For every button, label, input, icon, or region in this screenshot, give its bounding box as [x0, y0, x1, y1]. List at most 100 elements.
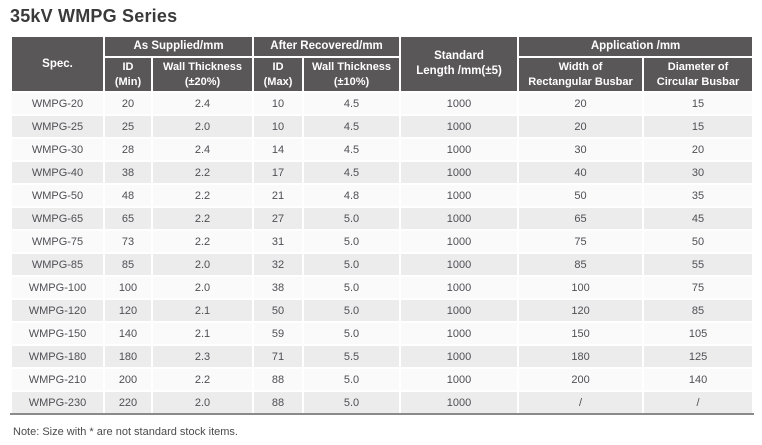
cell-id-max: 10 [252, 114, 305, 138]
cell-spec: WMPG-25 [10, 114, 105, 138]
table-row: WMPG-50 48 2.2 21 4.8 1000 50 35 [10, 183, 755, 207]
cell-wt10: 5.0 [302, 206, 402, 230]
cell-length: 1000 [399, 183, 520, 207]
cell-id-max: 17 [252, 160, 305, 184]
cell-width-rect: 20 [517, 91, 645, 115]
table-row: WMPG-150 140 2.1 59 5.0 1000 150 105 [10, 321, 755, 345]
cell-wt20: 2.0 [150, 252, 255, 276]
table-row: WMPG-40 38 2.2 17 4.5 1000 40 30 [10, 160, 755, 184]
cell-wt20: 2.0 [150, 390, 255, 415]
footnote: Note: Size with * are not standard stock… [13, 426, 238, 438]
cell-diam-circ: 85 [642, 298, 755, 322]
cell-diam-circ: 125 [642, 344, 755, 368]
table-row: WMPG-85 85 2.0 32 5.0 1000 85 55 [10, 252, 755, 276]
cell-id-min: 200 [103, 367, 153, 391]
cell-length: 1000 [399, 229, 520, 253]
table-row: WMPG-25 25 2.0 10 4.5 1000 20 15 [10, 114, 755, 138]
cell-id-min: 120 [103, 298, 153, 322]
cell-wt20: 2.4 [150, 137, 255, 161]
cell-width-rect: 200 [517, 367, 645, 391]
cell-length: 1000 [399, 252, 520, 276]
cell-id-max: 32 [252, 252, 305, 276]
cell-width-rect: 150 [517, 321, 645, 345]
cell-width-rect: 20 [517, 114, 645, 138]
cell-width-rect: 100 [517, 275, 645, 299]
col-header-after-recovered: After Recovered/mm [252, 35, 402, 58]
cell-diam-circ: 30 [642, 160, 755, 184]
cell-width-rect: 40 [517, 160, 645, 184]
cell-id-max: 50 [252, 298, 305, 322]
cell-id-min: 25 [103, 114, 153, 138]
cell-wt20: 2.2 [150, 183, 255, 207]
cell-length: 1000 [399, 114, 520, 138]
page-title: 35kV WMPG Series [10, 6, 178, 26]
cell-spec: WMPG-20 [10, 91, 105, 115]
cell-id-min: 48 [103, 183, 153, 207]
table-row: WMPG-30 28 2.4 14 4.5 1000 30 20 [10, 137, 755, 161]
cell-wt10: 5.0 [302, 321, 402, 345]
cell-width-rect: 65 [517, 206, 645, 230]
cell-length: 1000 [399, 275, 520, 299]
cell-id-max: 31 [252, 229, 305, 253]
col-header-application: Application /mm [517, 35, 755, 58]
cell-id-max: 71 [252, 344, 305, 368]
cell-id-min: 73 [103, 229, 153, 253]
spec-table-container: Spec. As Supplied/mm After Recovered/mm … [10, 35, 755, 415]
cell-width-rect: 120 [517, 298, 645, 322]
table-row: WMPG-75 73 2.2 31 5.0 1000 75 50 [10, 229, 755, 253]
col-header-id-min: ID (Min) [103, 56, 153, 93]
cell-width-rect: 50 [517, 183, 645, 207]
cell-id-min: 140 [103, 321, 153, 345]
col-header-id-max: ID (Max) [252, 56, 305, 93]
cell-length: 1000 [399, 91, 520, 115]
standard-length-line1: Standard [434, 50, 484, 63]
cell-width-rect: 75 [517, 229, 645, 253]
table-row: WMPG-20 20 2.4 10 4.5 1000 20 15 [10, 91, 755, 115]
cell-wt20: 2.1 [150, 298, 255, 322]
cell-wt10: 5.0 [302, 390, 402, 415]
cell-length: 1000 [399, 298, 520, 322]
cell-wt20: 2.0 [150, 114, 255, 138]
cell-wt20: 2.1 [150, 321, 255, 345]
cell-wt10: 5.5 [302, 344, 402, 368]
cell-length: 1000 [399, 206, 520, 230]
cell-wt20: 2.2 [150, 160, 255, 184]
table-row: WMPG-100 100 2.0 38 5.0 1000 100 75 [10, 275, 755, 299]
col-header-diameter-circular-busbar: Diameter of Circular Busbar [642, 56, 755, 93]
cell-spec: WMPG-120 [10, 298, 105, 322]
cell-id-min: 100 [103, 275, 153, 299]
cell-spec: WMPG-100 [10, 275, 105, 299]
col-header-spec: Spec. [10, 35, 105, 93]
cell-spec: WMPG-230 [10, 390, 105, 415]
table-row: WMPG-65 65 2.2 27 5.0 1000 65 45 [10, 206, 755, 230]
col-header-as-supplied: As Supplied/mm [102, 35, 255, 58]
cell-wt10: 5.0 [302, 229, 402, 253]
col-header-width-rectangular-busbar: Width of Rectangular Busbar [517, 56, 645, 93]
cell-wt10: 4.5 [302, 114, 402, 138]
cell-length: 1000 [399, 321, 520, 345]
spec-table: Spec. As Supplied/mm After Recovered/mm … [10, 35, 755, 415]
cell-diam-circ: 75 [642, 275, 755, 299]
cell-diam-circ: 45 [642, 206, 755, 230]
cell-spec: WMPG-40 [10, 160, 105, 184]
cell-spec: WMPG-85 [10, 252, 105, 276]
cell-wt10: 5.0 [302, 252, 402, 276]
cell-width-rect: 30 [517, 137, 645, 161]
cell-diam-circ: 105 [642, 321, 755, 345]
cell-wt20: 2.2 [150, 229, 255, 253]
cell-id-min: 38 [103, 160, 153, 184]
cell-length: 1000 [399, 367, 520, 391]
cell-wt20: 2.2 [150, 206, 255, 230]
cell-id-max: 14 [252, 137, 305, 161]
cell-diam-circ: 15 [642, 114, 755, 138]
cell-spec: WMPG-65 [10, 206, 105, 230]
cell-id-min: 20 [103, 91, 153, 115]
col-header-standard-length: Standard Length /mm(±5) [399, 35, 520, 93]
cell-id-min: 85 [103, 252, 153, 276]
table-row: WMPG-180 180 2.3 71 5.5 1000 180 125 [10, 344, 755, 368]
cell-spec: WMPG-180 [10, 344, 105, 368]
cell-diam-circ: 55 [642, 252, 755, 276]
cell-wt10: 4.5 [302, 160, 402, 184]
cell-spec: WMPG-210 [10, 367, 105, 391]
cell-spec: WMPG-75 [10, 229, 105, 253]
